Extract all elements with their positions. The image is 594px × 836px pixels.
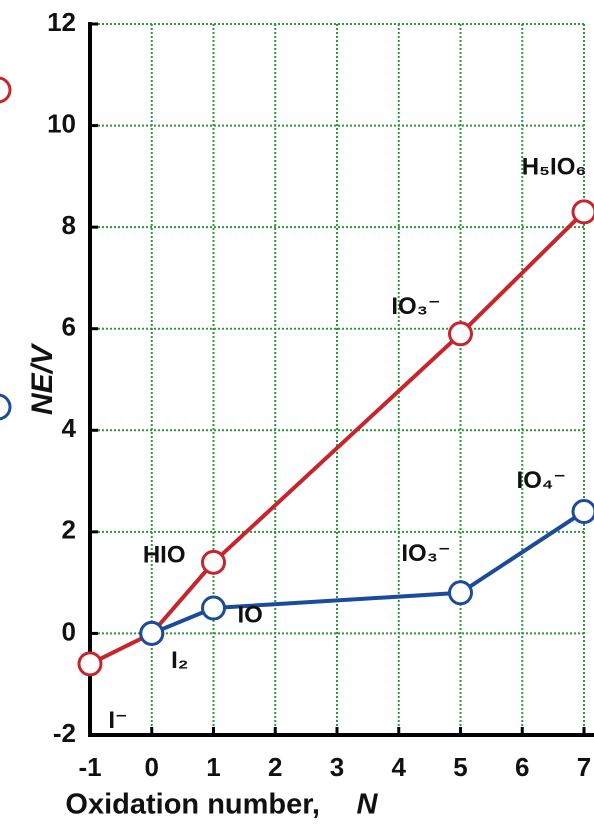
x-tick-label: -1 [78, 752, 101, 782]
y-tick-label: 12 [47, 7, 76, 37]
point-label: IO₄⁻ [517, 467, 566, 494]
y-tick-label: 0 [62, 616, 76, 646]
point-label: IO₃⁻ [391, 293, 440, 320]
x-tick-label: 7 [577, 752, 591, 782]
x-tick-label: 0 [145, 752, 159, 782]
y-tick-label: 2 [62, 515, 76, 545]
y-axis-label: NE/V [26, 342, 59, 415]
y-tick-label: 10 [47, 108, 76, 138]
data-point [571, 199, 594, 225]
x-axis-symbol: N [357, 789, 379, 821]
data-point [448, 321, 473, 347]
data-point [571, 499, 594, 525]
point-label: H₅IO₆ [522, 153, 587, 180]
cut-off-marker [0, 76, 12, 104]
x-axis-label: Oxidation number, [65, 789, 320, 821]
x-tick-label: 4 [392, 752, 407, 782]
x-tick-label: 6 [515, 752, 529, 782]
point-label: IO₃⁻ [401, 540, 450, 567]
series-line [150, 509, 586, 636]
point-label: IO [238, 601, 263, 628]
y-tick-label: 8 [62, 210, 76, 240]
y-tick-label: 4 [62, 413, 77, 443]
data-point [201, 595, 226, 621]
x-tick-label: 2 [268, 752, 282, 782]
y-tick-label: 6 [62, 312, 76, 342]
point-label: I⁻ [108, 707, 127, 734]
data-point [139, 620, 165, 646]
x-tick-label: 3 [330, 752, 344, 782]
x-tick-label: 1 [206, 752, 220, 782]
data-point [201, 549, 226, 575]
cut-off-marker [0, 393, 12, 421]
x-tick-label: 5 [453, 752, 467, 782]
y-tick-label: -2 [53, 718, 76, 748]
point-label: HIO [143, 542, 186, 569]
point-label: I₂ [171, 647, 188, 674]
data-point [77, 651, 103, 677]
data-point [448, 580, 473, 606]
